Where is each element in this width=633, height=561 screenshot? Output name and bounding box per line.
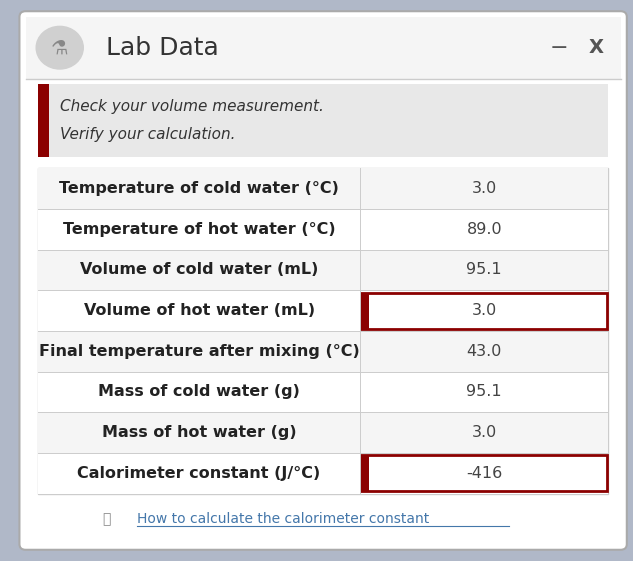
Bar (38, 209, 608, 250)
Bar (38, 291, 608, 331)
Text: ⚗: ⚗ (51, 38, 68, 57)
Text: 3.0: 3.0 (472, 181, 497, 196)
Text: Final temperature after mixing (°C): Final temperature after mixing (°C) (39, 344, 360, 359)
Text: Mass of cold water (g): Mass of cold water (g) (98, 384, 300, 399)
Bar (38, 84, 608, 157)
Text: Check your volume measurement.: Check your volume measurement. (60, 99, 323, 114)
Bar (38, 331, 608, 372)
Text: 3.0: 3.0 (472, 425, 497, 440)
Text: Calorimeter constant (J/°C): Calorimeter constant (J/°C) (77, 466, 321, 481)
Bar (361, 293, 607, 329)
Text: −: − (549, 38, 568, 58)
FancyBboxPatch shape (20, 11, 627, 550)
Bar (38, 412, 608, 453)
Text: X: X (588, 38, 603, 57)
Text: 89.0: 89.0 (467, 222, 502, 237)
Text: 3.0: 3.0 (472, 303, 497, 318)
Circle shape (36, 26, 84, 69)
Bar (361, 456, 607, 491)
Bar (38, 372, 608, 412)
Text: Temperature of cold water (°C): Temperature of cold water (°C) (59, 181, 339, 196)
Text: 🏷: 🏷 (102, 512, 110, 526)
Bar (38, 453, 608, 494)
Text: Volume of cold water (mL): Volume of cold water (mL) (80, 263, 318, 278)
Bar (361, 456, 370, 491)
Text: Volume of hot water (mL): Volume of hot water (mL) (84, 303, 315, 318)
Text: 43.0: 43.0 (467, 344, 502, 359)
Text: -416: -416 (466, 466, 503, 481)
Text: 95.1: 95.1 (467, 384, 502, 399)
Text: 95.1: 95.1 (467, 263, 502, 278)
Text: Verify your calculation.: Verify your calculation. (60, 127, 235, 142)
Bar (38, 84, 49, 157)
Bar (26, 17, 620, 79)
Text: Mass of hot water (g): Mass of hot water (g) (102, 425, 296, 440)
Bar (38, 250, 608, 291)
Bar (38, 168, 608, 494)
Text: Temperature of hot water (°C): Temperature of hot water (°C) (63, 222, 335, 237)
Text: How to calculate the calorimeter constant: How to calculate the calorimeter constan… (137, 512, 429, 526)
Bar (361, 293, 370, 329)
Text: Lab Data: Lab Data (106, 36, 219, 59)
Bar (38, 168, 608, 209)
